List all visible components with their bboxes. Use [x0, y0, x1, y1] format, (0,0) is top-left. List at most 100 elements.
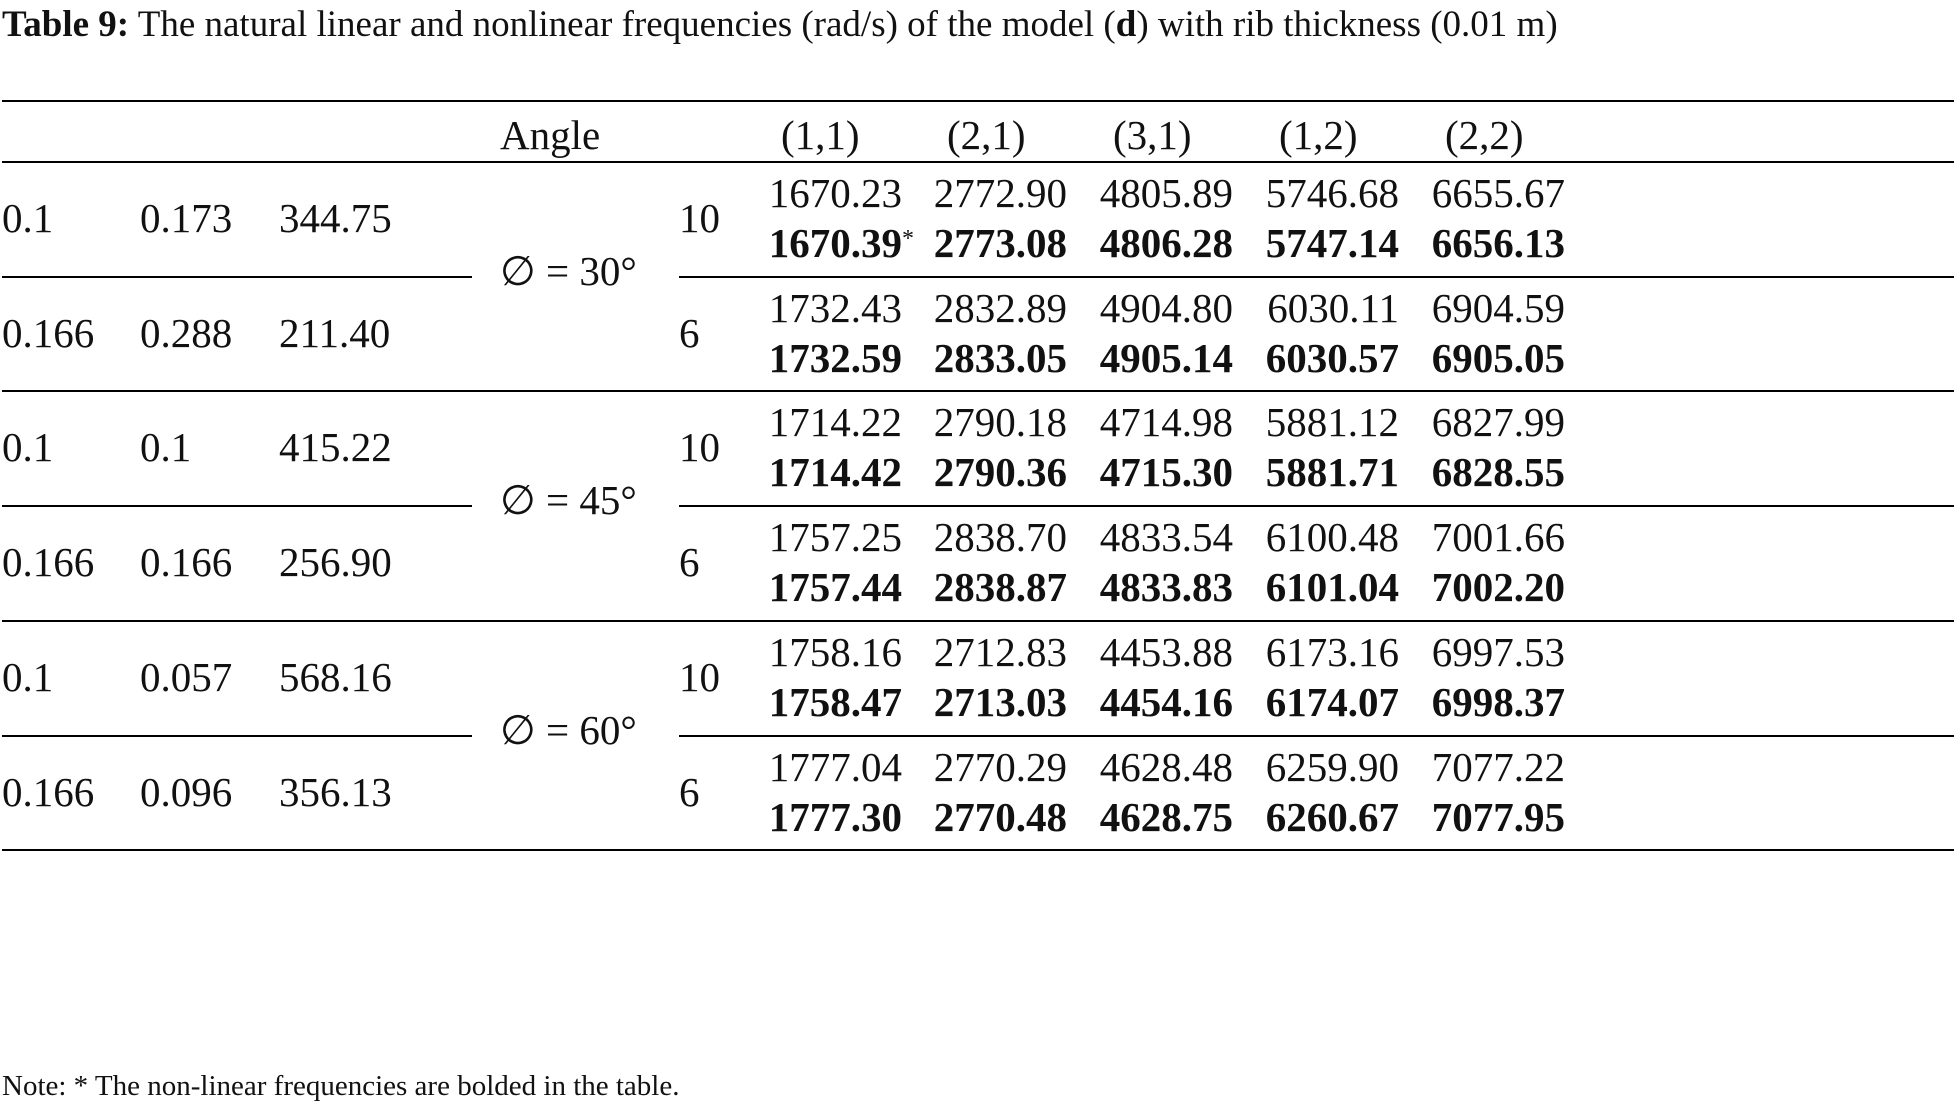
linear-frequency: 1732.43	[768, 284, 902, 331]
group-inner-rule-left	[2, 505, 472, 508]
nonlinear-frequency: 4454.16	[1099, 678, 1233, 725]
linear-frequency: 6100.48	[1265, 514, 1399, 561]
linear-frequency: 4628.48	[1099, 743, 1233, 790]
n2-value: 6	[679, 539, 700, 586]
top-rule	[2, 100, 1954, 102]
angle-label: ∅ = 30°	[500, 247, 637, 294]
nonlinear-frequency: 6828.55	[1431, 449, 1565, 496]
nonlinear-frequency: 1757.44	[768, 564, 902, 611]
nonlinear-frequency: 6260.67	[1265, 793, 1399, 840]
nonlinear-frequency: 2838.87	[933, 564, 1067, 611]
header-mode: (2,2)	[1445, 112, 1524, 158]
linear-frequency: 7077.22	[1431, 743, 1565, 790]
caption-model: d	[1115, 4, 1137, 45]
nonlinear-frequency: 2770.48	[933, 793, 1067, 840]
angle-label: ∅ = 60°	[500, 706, 637, 753]
angle-label: ∅ = 45°	[500, 477, 637, 524]
nonlinear-frequency: 7077.95	[1431, 793, 1565, 840]
header-angle: Angle	[500, 112, 601, 158]
group-inner-rule-left	[2, 734, 472, 737]
group-inner-rule-right	[679, 505, 1954, 508]
n2-value: 10	[679, 424, 720, 471]
nonlinear-frequency: 1714.42	[768, 449, 902, 496]
nonlinear-frequency: 1758.47	[768, 678, 902, 725]
linear-frequency: 5881.12	[1265, 399, 1399, 446]
linear-frequency: 5746.68	[1265, 170, 1399, 216]
linear-frequency: 6827.99	[1431, 399, 1565, 446]
table-note: Note: * The non-linear frequencies are b…	[2, 1070, 680, 1102]
bc-value: 0.173	[140, 195, 233, 241]
linear-frequency: 6259.90	[1265, 743, 1399, 790]
group-rule	[2, 849, 1954, 852]
group-inner-rule-right	[679, 275, 1954, 278]
nonlinear-frequency: 4806.28	[1099, 220, 1233, 266]
linear-frequency: 4453.88	[1099, 628, 1233, 675]
linear-frequency: 4833.54	[1099, 514, 1233, 561]
group-inner-rule-right	[679, 734, 1954, 737]
linear-frequency: 1758.16	[768, 628, 902, 675]
nonlinear-frequency: 1777.30	[768, 793, 902, 840]
nonlinear-frequency: 4905.14	[1099, 334, 1233, 381]
group-inner-rule-left	[2, 275, 472, 278]
rho-value: 356.13	[279, 768, 392, 815]
linear-frequency: 6904.59	[1431, 284, 1565, 331]
linear-frequency: 2772.90	[933, 170, 1067, 216]
linear-frequency: 1757.25	[768, 514, 902, 561]
linear-frequency: 2790.18	[933, 399, 1067, 446]
table-caption: Table 9: The natural linear and nonlinea…	[2, 0, 1952, 50]
nonlinear-frequency: 1732.59	[768, 334, 902, 381]
bc-value: 0.096	[140, 768, 233, 815]
nonlinear-frequency: 4833.83	[1099, 564, 1233, 611]
nonlinear-frequency: 1670.39*	[768, 220, 914, 266]
ac-value: 0.166	[2, 309, 95, 356]
header-rule	[2, 161, 1954, 163]
bc-value: 0.057	[140, 653, 233, 700]
rho-value: 256.90	[279, 539, 392, 586]
n2-value: 10	[679, 195, 720, 241]
header-mode: (1,1)	[781, 112, 860, 158]
group-rule	[2, 390, 1954, 393]
nonlinear-frequency: 4715.30	[1099, 449, 1233, 496]
nonlinear-frequency: 5747.14	[1265, 220, 1399, 266]
ac-value: 0.1	[2, 424, 54, 471]
linear-frequency: 6997.53	[1431, 628, 1565, 675]
nonlinear-frequency: 2773.08	[933, 220, 1067, 266]
nonlinear-frequency: 4628.75	[1099, 793, 1233, 840]
linear-frequency: 6030.11	[1267, 284, 1399, 331]
header-mode: (2,1)	[947, 112, 1026, 158]
linear-frequency: 1714.22	[768, 399, 902, 446]
nonlinear-frequency: 6905.05	[1431, 334, 1565, 381]
caption-text-after: ) with rib thickness (0.01 m)	[1136, 4, 1558, 45]
linear-frequency: 4805.89	[1099, 170, 1233, 216]
n2-value: 6	[679, 768, 700, 815]
bc-value: 0.166	[140, 539, 233, 586]
nonlinear-frequency: 2790.36	[933, 449, 1067, 496]
nonlinear-frequency: 6998.37	[1431, 678, 1565, 725]
group-rule	[2, 619, 1954, 622]
ac-value: 0.1	[2, 653, 54, 700]
header-mode: (3,1)	[1113, 112, 1192, 158]
caption-text-before: The natural linear and nonlinear frequen…	[129, 4, 1116, 45]
nonlinear-frequency: 6101.04	[1265, 564, 1399, 611]
nonlinear-frequency: 2833.05	[933, 334, 1067, 381]
header-mode: (1,2)	[1279, 112, 1358, 158]
nonlinear-frequency: 6030.57	[1265, 334, 1399, 381]
linear-frequency: 7001.66	[1431, 514, 1565, 561]
linear-frequency: 4714.98	[1099, 399, 1233, 446]
linear-frequency: 4904.80	[1099, 284, 1233, 331]
linear-frequency: 6655.67	[1431, 170, 1565, 216]
table-label: Table 9:	[2, 4, 130, 45]
n2-value: 6	[679, 309, 700, 356]
ac-value: 0.1	[2, 195, 54, 241]
ac-value: 0.166	[2, 768, 95, 815]
linear-frequency: 2712.83	[933, 628, 1067, 675]
nonlinear-frequency: 6656.13	[1431, 220, 1565, 266]
linear-frequency: 1777.04	[768, 743, 902, 790]
linear-frequency: 6173.16	[1265, 628, 1399, 675]
n2-value: 10	[679, 653, 720, 700]
rho-value: 568.16	[279, 653, 392, 700]
nonlinear-frequency: 2713.03	[933, 678, 1067, 725]
nonlinear-frequency: 5881.71	[1265, 449, 1399, 496]
bc-value: 0.1	[140, 424, 192, 471]
ac-value: 0.166	[2, 539, 95, 586]
